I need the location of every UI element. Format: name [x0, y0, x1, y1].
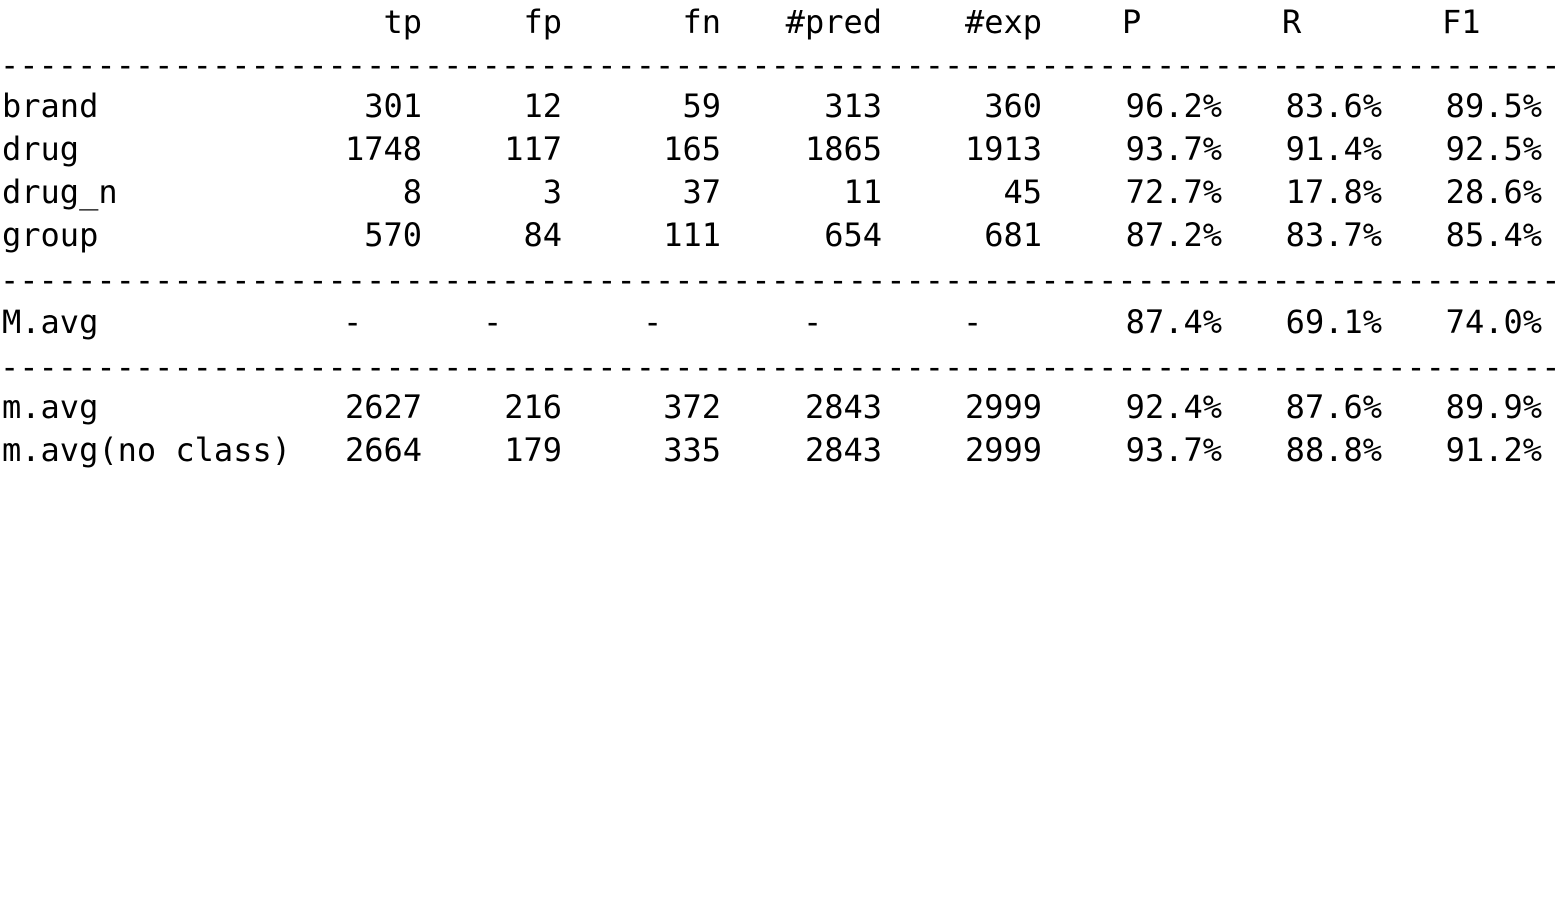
cell-pred: 2843: [804, 431, 882, 469]
cell-tp: 301: [364, 87, 422, 125]
row-label: drug: [2, 130, 80, 168]
cell-fp: 3: [542, 173, 562, 211]
micro-avg-row: m.avg 2627 216 372 2843 2999 92.4% 87.6%…: [0, 385, 1557, 429]
header-r: R: [1282, 3, 1302, 41]
evaluation-report: tp fp fn #pred #exp P R F1 -------------…: [0, 0, 1557, 472]
cell-f1: 89.5%: [1445, 87, 1542, 125]
cell-pred: 1865: [804, 130, 882, 168]
cell-f1: 85.4%: [1445, 216, 1542, 254]
separator-2: ----------------------------------------…: [0, 265, 1557, 295]
cell-p: 87.2%: [1125, 216, 1222, 254]
cell-exp: 45: [1003, 173, 1042, 211]
cell-fn: 37: [682, 173, 721, 211]
cell-tp: 8: [402, 173, 422, 211]
header-row: tp fp fn #pred #exp P R F1: [0, 0, 1557, 44]
row-label: brand: [2, 87, 99, 125]
table-row: drug_n 8 3 37 11 45 72.7% 17.8% 28.6%: [0, 170, 1557, 214]
cell-fp: 117: [504, 130, 562, 168]
table-row: group 570 84 111 654 681 87.2% 83.7% 85.…: [0, 213, 1557, 257]
cell-tp: 570: [364, 216, 422, 254]
cell-fp: -: [483, 303, 503, 341]
cell-fn: 111: [663, 216, 721, 254]
table-row: brand 301 12 59 313 360 96.2% 83.6% 89.5…: [0, 84, 1557, 128]
cell-exp: -: [963, 303, 983, 341]
cell-fp: 12: [523, 87, 562, 125]
cell-r: 88.8%: [1285, 431, 1382, 469]
cell-f1: 89.9%: [1445, 388, 1542, 426]
micro-avg-no-class-row: m.avg(no class) 2664 179 335 2843 2999 9…: [0, 428, 1557, 472]
cell-p: 87.4%: [1125, 303, 1222, 341]
cell-tp: 2627: [344, 388, 422, 426]
cell-p: 96.2%: [1125, 87, 1222, 125]
header-p: P: [1122, 3, 1142, 41]
cell-p: 93.7%: [1125, 431, 1222, 469]
separator-1: ----------------------------------------…: [0, 50, 1557, 80]
cell-p: 72.7%: [1125, 173, 1222, 211]
row-label: drug_n: [2, 173, 118, 211]
table-row: drug 1748 117 165 1865 1913 93.7% 91.4% …: [0, 127, 1557, 171]
cell-f1: 28.6%: [1445, 173, 1542, 211]
cell-pred: -: [803, 303, 823, 341]
header-fn: fn: [682, 3, 721, 41]
cell-exp: 1913: [964, 130, 1042, 168]
cell-pred: 11: [843, 173, 882, 211]
cell-exp: 681: [984, 216, 1042, 254]
cell-tp: 1748: [344, 130, 422, 168]
header-pred: #pred: [785, 3, 882, 41]
cell-p: 93.7%: [1125, 130, 1222, 168]
cell-fn: 59: [682, 87, 721, 125]
row-label: m.avg: [2, 388, 99, 426]
row-label: m.avg(no class): [2, 431, 291, 469]
cell-f1: 74.0%: [1445, 303, 1542, 341]
separator-3: ----------------------------------------…: [0, 352, 1557, 382]
cell-r: 83.6%: [1285, 87, 1382, 125]
header-tp: tp: [383, 3, 422, 41]
cell-fn: -: [643, 303, 663, 341]
cell-p: 92.4%: [1125, 388, 1222, 426]
cell-pred: 654: [824, 216, 882, 254]
cell-fn: 165: [663, 130, 721, 168]
cell-r: 83.7%: [1285, 216, 1382, 254]
cell-fn: 372: [663, 388, 721, 426]
row-label: group: [2, 216, 99, 254]
cell-fp: 84: [523, 216, 562, 254]
cell-tp: -: [343, 303, 363, 341]
cell-tp: 2664: [344, 431, 422, 469]
cell-fp: 216: [504, 388, 562, 426]
cell-pred: 2843: [804, 388, 882, 426]
cell-r: 17.8%: [1285, 173, 1382, 211]
macro-avg-row: M.avg - - - - - 87.4% 69.1% 74.0%: [0, 300, 1557, 344]
cell-r: 91.4%: [1285, 130, 1382, 168]
header-exp: #exp: [964, 3, 1042, 41]
row-label: M.avg: [2, 303, 99, 341]
cell-fp: 179: [504, 431, 562, 469]
cell-fn: 335: [663, 431, 721, 469]
cell-exp: 360: [984, 87, 1042, 125]
cell-r: 87.6%: [1285, 388, 1382, 426]
cell-exp: 2999: [964, 388, 1042, 426]
cell-f1: 92.5%: [1445, 130, 1542, 168]
header-f1: F1: [1442, 3, 1481, 41]
cell-r: 69.1%: [1285, 303, 1382, 341]
cell-exp: 2999: [964, 431, 1042, 469]
cell-pred: 313: [824, 87, 882, 125]
cell-f1: 91.2%: [1445, 431, 1542, 469]
header-fp: fp: [523, 3, 562, 41]
